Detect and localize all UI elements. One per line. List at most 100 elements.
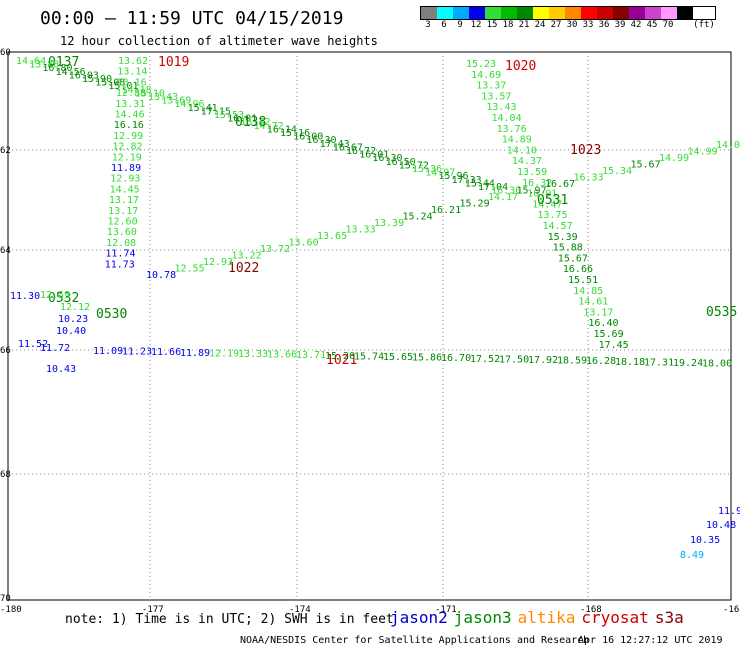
wave-height-label: 10.78 [146, 270, 176, 281]
wave-height-label: 14.17 [488, 192, 518, 203]
wave-height-label: 13.17 [108, 206, 138, 217]
wave-height-label: 14.99 [688, 147, 718, 158]
wave-height-label: 12.59 [40, 290, 70, 301]
legend-unit: (ft) [693, 20, 715, 30]
legend-label: 33 [582, 20, 594, 30]
satellite-altika: altika [517, 608, 576, 627]
wave-height-label: 13.22 [232, 251, 262, 262]
wave-height-label: 11.09 [93, 346, 123, 357]
wave-height-label: 11.74 [105, 249, 135, 260]
wave-height-label: 16.30 [372, 153, 402, 164]
wave-height-label: 13.43 [148, 92, 178, 103]
legend-swatch [677, 7, 693, 19]
legend-label: 45 [646, 20, 658, 30]
wave-height-label: 15.20 [325, 351, 355, 362]
lon-tick-label: -180 [0, 605, 22, 615]
legend-label: 42 [630, 20, 642, 30]
wave-height-label: 12.88 [116, 88, 146, 99]
satellite-cryosat: cryosat [581, 608, 649, 627]
lon-tick-label: -16 [723, 605, 739, 615]
wave-height-label: 10.23 [58, 314, 88, 325]
wave-height-label: 13.76 [497, 124, 527, 135]
wave-height-label: 13.71 [296, 350, 326, 361]
wave-height-label: 17.33 [452, 175, 482, 186]
track-id-label: 1019 [158, 55, 189, 70]
wave-height-label: 13.37 [476, 81, 506, 92]
wave-height-label: 16.67 [333, 142, 363, 153]
lat-tick-label: 70 [0, 594, 11, 604]
lon-tick-label: -177 [142, 605, 164, 615]
wave-height-label: 10.40 [56, 326, 86, 337]
track-id-label: 0535 [706, 305, 737, 320]
wave-height-label: 12.99 [113, 131, 143, 142]
wave-height-label: 12.12 [60, 302, 90, 313]
wave-height-label: 15.44 [465, 178, 495, 189]
wave-height-label: 14.03 [716, 140, 740, 151]
wave-height-label: 15.65 [383, 352, 413, 363]
wave-height-label: 11.89 [111, 163, 141, 174]
wave-height-label: 15.34 [602, 166, 632, 177]
wave-height-label: 15.72 [240, 117, 270, 128]
legend-swatch [565, 7, 581, 19]
wave-height-label: 19.24 [673, 358, 703, 369]
wave-height-label: 13.33 [346, 225, 376, 236]
wave-height-label: 15.10 [135, 88, 165, 99]
satellite-legend: jason2 jason3 altika cryosat s3a [390, 608, 690, 627]
wave-height-label: 10.35 [690, 535, 720, 546]
wave-height-label: 17.52 [470, 354, 500, 365]
legend-label: 24 [534, 20, 546, 30]
legend-swatch [517, 7, 533, 19]
wave-height-label: 15.97 [517, 186, 547, 197]
footer-credit: NOAA/NESDIS Center for Satellite Applica… [240, 635, 590, 646]
lat-tick-label: 66 [0, 346, 11, 356]
wave-height-label: 15.67 [631, 160, 661, 171]
legend-swatch [501, 7, 517, 19]
color-legend: 3 6 9 12 15 18 21 24 27 30 33 36 39 42 45 70 (ft) [420, 6, 716, 30]
wave-height-label: 12.93 [110, 174, 140, 185]
note-text: note: 1) Time is in UTC; 2) SWH is in fe… [65, 612, 394, 627]
wave-height-label: 15.41 [188, 103, 218, 114]
lat-tick-label: 62 [0, 146, 11, 156]
wave-height-label: 15.86 [412, 353, 442, 364]
wave-height-label: 18.18 [615, 357, 645, 368]
track-id-label: 1023 [570, 143, 601, 158]
wave-height-label: 14.89 [502, 135, 532, 146]
legend-label: 6 [441, 20, 447, 30]
lon-tick-label: -168 [580, 605, 602, 615]
footer-timestamp: Apr 16 12:27:12 UTC 2019 [578, 635, 723, 646]
wave-height-label: 16.33 [574, 173, 604, 184]
legend-swatch [549, 7, 565, 19]
wave-height-label: 13.14 [117, 67, 147, 78]
wave-height-label: 15.39 [548, 232, 578, 243]
wave-height-label: 16.66 [563, 264, 593, 275]
wave-height-label: 10.43 [46, 364, 76, 375]
legend-swatch [581, 7, 597, 19]
wave-height-label: 16.01 [359, 150, 389, 161]
wave-height-label: 14.45 [110, 184, 140, 195]
wave-height-label: 13.16 [117, 77, 147, 88]
wave-height-label: 15.36 [412, 164, 442, 175]
wave-height-label: 14.61 [578, 297, 608, 308]
wave-height-label: 16.30 [306, 135, 336, 146]
legend-label: 36 [598, 20, 610, 30]
wave-height-label: 14.69 [471, 70, 501, 81]
wave-height-label: 15.24 [403, 212, 433, 223]
legend-labels: 3 6 9 12 15 18 21 24 27 30 33 36 39 42 45 70 (ft) [420, 20, 716, 30]
wave-height-label: 16.91 [527, 189, 557, 200]
legend-swatch [613, 7, 629, 19]
track-id-label: 0137 [48, 55, 79, 70]
legend-swatch [629, 7, 645, 19]
wave-height-label: 13.17 [109, 195, 139, 206]
wave-height-label: 15.88 [553, 243, 583, 254]
wave-height-label: 8.49 [680, 550, 704, 561]
wave-height-label: 18.00 [702, 359, 732, 370]
wave-height-label: 12.19 [112, 152, 142, 163]
satellite-jason2: jason2 [390, 608, 448, 627]
legend-label: 15 [486, 20, 498, 30]
wave-height-label: 14.72 [254, 121, 284, 132]
wave-height-label: 14.37 [512, 156, 542, 167]
wave-height-label: 16.28 [586, 356, 616, 367]
wave-height-label: 15.53 [214, 110, 244, 121]
wave-height-label: 13.31 [115, 99, 145, 110]
wave-height-label: 13.65 [317, 231, 347, 242]
